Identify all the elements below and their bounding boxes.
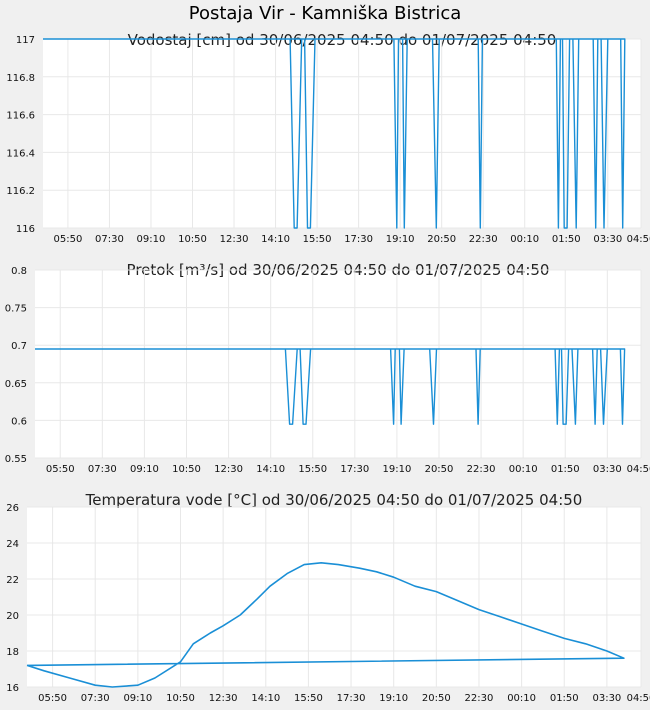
x-tick-label: 01:50 bbox=[550, 693, 579, 704]
x-tick-label: 12:30 bbox=[214, 464, 243, 475]
chart-title: Temperatura vode [°C] od 30/06/2025 04:5… bbox=[85, 491, 583, 509]
y-tick-label: 116.8 bbox=[6, 73, 35, 84]
y-tick-label: 0.75 bbox=[5, 304, 27, 315]
x-tick-label: 10:50 bbox=[178, 234, 207, 245]
plot-area bbox=[35, 270, 641, 458]
x-tick-label: 03:30 bbox=[593, 464, 622, 475]
series-line bbox=[35, 348, 626, 425]
x-tick-label: 00:10 bbox=[509, 464, 538, 475]
y-tick-label: 0.55 bbox=[5, 454, 27, 465]
x-tick-label: 00:10 bbox=[507, 693, 536, 704]
x-tick-label: 14:10 bbox=[256, 464, 285, 475]
y-tick-label: 0.6 bbox=[11, 416, 27, 427]
x-tick-label: 05:50 bbox=[38, 693, 67, 704]
x-tick-label: 01:50 bbox=[551, 464, 580, 475]
x-tick-label: 07:30 bbox=[95, 234, 124, 245]
y-tick-label: 116.6 bbox=[6, 111, 35, 122]
x-tick-label: 05:50 bbox=[54, 234, 83, 245]
y-tick-label: 117 bbox=[16, 35, 35, 46]
x-tick-label: 19:10 bbox=[379, 693, 408, 704]
chart-title: Vodostaj [cm] od 30/06/2025 04:50 do 01/… bbox=[128, 31, 557, 49]
y-tick-label: 116.2 bbox=[6, 186, 35, 197]
y-tick-label: 22 bbox=[6, 575, 19, 586]
x-tick-label: 15:50 bbox=[298, 464, 327, 475]
x-tick-label: 04:50 bbox=[627, 464, 650, 475]
x-tick-label: 09:10 bbox=[130, 464, 159, 475]
x-tick-label: 05:50 bbox=[46, 464, 75, 475]
x-tick-label: 14:10 bbox=[261, 234, 290, 245]
station-title: Postaja Vir - Kamniška Bistrica bbox=[188, 3, 462, 24]
x-tick-label: 04:50 bbox=[627, 234, 650, 245]
y-tick-label: 20 bbox=[6, 611, 19, 622]
y-tick-label: 0.65 bbox=[5, 379, 27, 390]
y-tick-label: 16 bbox=[6, 683, 19, 694]
plot-area bbox=[43, 39, 641, 228]
y-tick-label: 18 bbox=[6, 647, 19, 658]
x-tick-label: 07:30 bbox=[88, 464, 117, 475]
x-tick-label: 19:10 bbox=[386, 234, 415, 245]
x-tick-label: 22:30 bbox=[465, 693, 494, 704]
x-tick-label: 09:10 bbox=[123, 693, 152, 704]
x-tick-label: 20:50 bbox=[427, 234, 456, 245]
x-tick-label: 01:50 bbox=[552, 234, 581, 245]
x-tick-label: 22:30 bbox=[467, 464, 496, 475]
x-tick-label: 07:30 bbox=[81, 693, 110, 704]
x-tick-label: 03:30 bbox=[593, 234, 622, 245]
y-tick-label: 0.8 bbox=[11, 266, 27, 277]
series-line bbox=[43, 38, 626, 229]
x-tick-label: 03:30 bbox=[592, 693, 621, 704]
y-tick-label: 116.4 bbox=[6, 148, 35, 159]
x-tick-label: 12:30 bbox=[209, 693, 238, 704]
x-tick-label: 09:10 bbox=[137, 234, 166, 245]
series-line bbox=[26, 561, 625, 688]
y-tick-label: 116 bbox=[16, 224, 35, 235]
y-tick-label: 0.7 bbox=[11, 341, 27, 352]
x-tick-label: 19:10 bbox=[383, 464, 412, 475]
x-tick-label: 14:10 bbox=[251, 693, 280, 704]
x-tick-label: 20:50 bbox=[425, 464, 454, 475]
y-tick-label: 24 bbox=[6, 539, 19, 550]
x-tick-label: 20:50 bbox=[422, 693, 451, 704]
x-tick-label: 04:50 bbox=[627, 693, 650, 704]
x-tick-label: 17:30 bbox=[344, 234, 373, 245]
x-tick-label: 12:30 bbox=[220, 234, 249, 245]
y-tick-label: 26 bbox=[6, 503, 19, 514]
x-tick-label: 15:50 bbox=[303, 234, 332, 245]
x-tick-label: 10:50 bbox=[172, 464, 201, 475]
x-tick-label: 17:30 bbox=[337, 693, 366, 704]
x-tick-label: 17:30 bbox=[340, 464, 369, 475]
x-tick-label: 00:10 bbox=[510, 234, 539, 245]
plot-area bbox=[27, 507, 641, 687]
x-tick-label: 10:50 bbox=[166, 693, 195, 704]
x-tick-label: 22:30 bbox=[469, 234, 498, 245]
x-tick-label: 15:50 bbox=[294, 693, 323, 704]
